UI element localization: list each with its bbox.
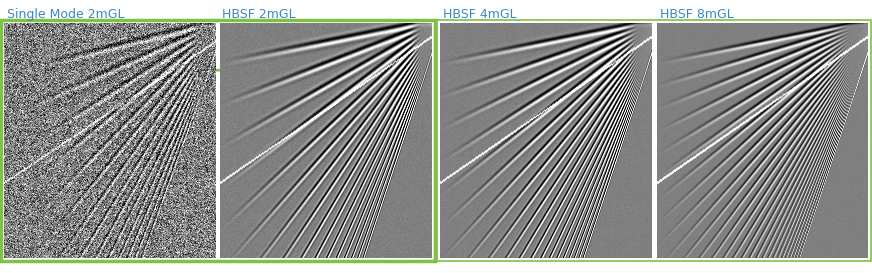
Text: HBSF 8mGL: HBSF 8mGL xyxy=(660,8,734,21)
Bar xyxy=(437,20,871,261)
Text: Single Mode 2mGL: Single Mode 2mGL xyxy=(7,8,125,21)
Text: HBSF 4mGL: HBSF 4mGL xyxy=(443,8,516,21)
Bar xyxy=(1,20,435,261)
Text: HBSF 2mGL: HBSF 2mGL xyxy=(222,8,296,21)
